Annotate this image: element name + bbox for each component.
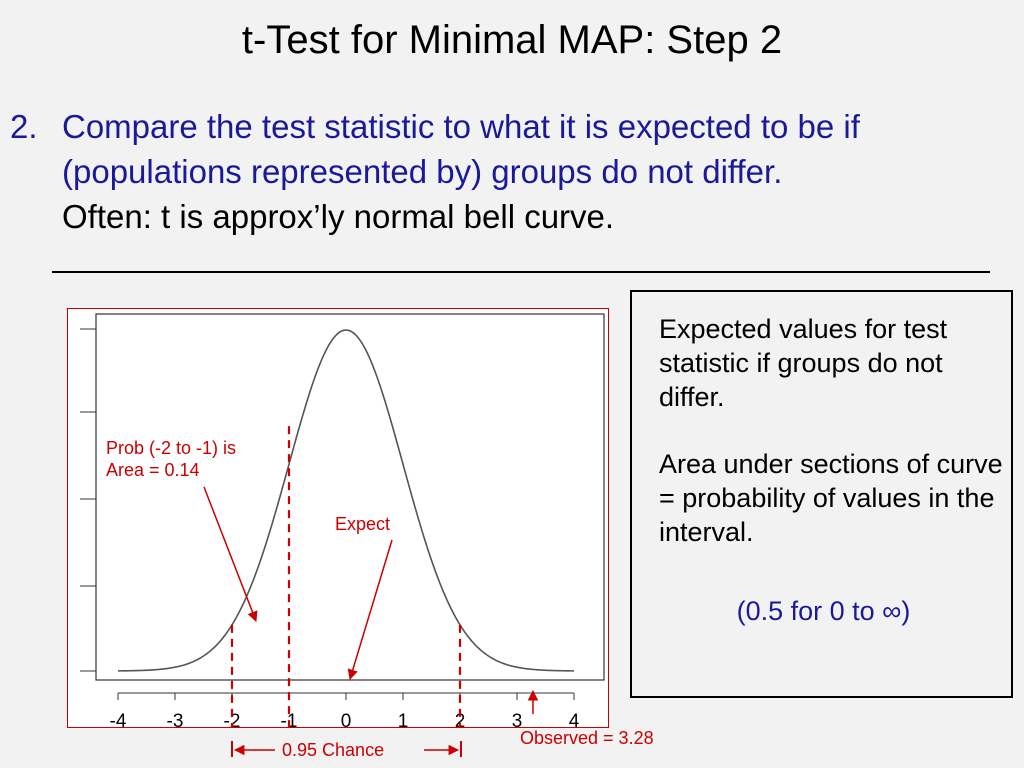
x-tick-label-1: -3 [167, 711, 184, 727]
prob-annotation-line2: Area = 0.14 [106, 460, 200, 480]
explanation-box: Expected values for test statistic if gr… [630, 290, 1013, 698]
chance-annotation: 0.95 Chance [282, 740, 385, 760]
x-tick-label-8: 4 [569, 711, 580, 727]
explanation-para3: (0.5 for 0 to ∞) [736, 596, 911, 626]
x-tick-label-2: -2 [224, 711, 241, 727]
x-tick-label-0: -4 [110, 711, 127, 727]
slide-title: t-Test for Minimal MAP: Step 2 [241, 18, 783, 62]
x-tick-label-5: 1 [398, 711, 409, 727]
prob-annotation-line1: Prob (-2 to -1) is [106, 438, 237, 458]
bullet-number: 2. [10, 108, 38, 145]
plot-panel: -4 -3 -2 -1 0 1 2 3 4 Prob (-2 to -1) is Area = … [67, 308, 609, 728]
bullet-subtext: Often: t is approx’ly normal bell curve. [62, 198, 615, 235]
x-tick-label-3: -1 [281, 711, 298, 727]
normal-curve-chart: -4 -3 -2 -1 0 1 2 3 4 [80, 313, 605, 727]
x-tick-label-7: 3 [512, 711, 523, 727]
x-tick-label-6: 2 [455, 711, 466, 727]
plot-frame [95, 313, 605, 681]
bullet-body: Compare the test statistic to what it is… [62, 104, 1002, 239]
divider-rule [52, 271, 990, 273]
prob-arrow [203, 486, 258, 622]
observed-annotation: Observed = 3.28 [520, 728, 654, 748]
bullet-text: Compare the test statistic to what it is… [62, 108, 860, 190]
expect-annotation: Expect [335, 514, 391, 534]
explanation-para2: Area under sections of curve = probabili… [659, 449, 1003, 547]
expect-arrow [347, 539, 393, 681]
explanation-para1: Expected values for test statistic if gr… [659, 314, 948, 412]
normal-curve-line [117, 329, 575, 672]
x-tick-label-4: 0 [341, 711, 352, 727]
